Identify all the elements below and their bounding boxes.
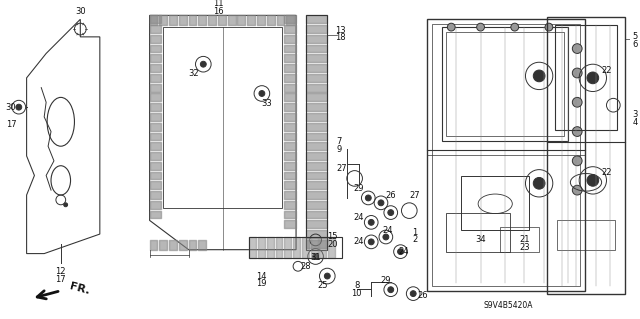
Text: 10: 10 [351, 289, 362, 298]
Circle shape [388, 210, 394, 216]
Text: 20: 20 [327, 240, 337, 249]
Circle shape [572, 68, 582, 78]
Circle shape [572, 185, 582, 195]
Text: 12: 12 [56, 267, 66, 276]
Circle shape [313, 254, 319, 259]
Text: 24: 24 [353, 213, 364, 222]
Text: 27: 27 [410, 191, 420, 201]
Bar [446, 212, 510, 252]
Text: 34: 34 [476, 235, 486, 244]
Text: 13: 13 [335, 26, 346, 34]
Circle shape [477, 23, 484, 31]
Text: 17: 17 [56, 275, 66, 285]
Text: S9V4B5420A: S9V4B5420A [483, 301, 532, 310]
Text: 26: 26 [418, 291, 428, 300]
Text: 25: 25 [317, 281, 328, 290]
Text: 33: 33 [261, 99, 272, 108]
Text: 4: 4 [632, 118, 637, 127]
Text: 27: 27 [337, 164, 348, 173]
Circle shape [378, 200, 384, 206]
Circle shape [64, 203, 68, 207]
Circle shape [16, 104, 22, 110]
Text: 24: 24 [383, 226, 393, 235]
Bar [249, 237, 342, 258]
Circle shape [572, 44, 582, 54]
Text: 19: 19 [255, 279, 266, 288]
Circle shape [545, 23, 553, 31]
Text: 29: 29 [353, 184, 364, 193]
Bar [555, 25, 617, 130]
Circle shape [383, 234, 388, 240]
Circle shape [572, 97, 582, 107]
Circle shape [397, 249, 403, 255]
Text: 6: 6 [632, 40, 637, 49]
Text: 1: 1 [413, 228, 418, 237]
Text: 29: 29 [381, 277, 391, 286]
Circle shape [533, 177, 545, 189]
Text: 2: 2 [413, 235, 418, 244]
Circle shape [368, 219, 374, 225]
Circle shape [572, 156, 582, 166]
Circle shape [533, 70, 545, 82]
Text: 24: 24 [353, 237, 364, 246]
Text: 3: 3 [632, 110, 637, 120]
Circle shape [365, 195, 371, 201]
Text: 32: 32 [188, 70, 199, 78]
Text: 14: 14 [255, 271, 266, 280]
Bar [432, 24, 580, 286]
Text: 7: 7 [337, 137, 342, 146]
Bar [442, 27, 568, 141]
Circle shape [259, 91, 265, 96]
Text: 15: 15 [327, 233, 337, 241]
Text: 22: 22 [601, 66, 612, 75]
Text: 22: 22 [601, 168, 612, 177]
Circle shape [587, 174, 598, 186]
Text: 16: 16 [212, 7, 223, 16]
Text: 23: 23 [519, 243, 530, 252]
Circle shape [368, 239, 374, 245]
Text: 8: 8 [354, 281, 359, 290]
Circle shape [410, 291, 416, 297]
Text: 24: 24 [398, 247, 409, 256]
Text: FR.: FR. [68, 281, 91, 296]
Text: 18: 18 [335, 33, 346, 42]
Text: 11: 11 [212, 0, 223, 8]
Bar [163, 27, 282, 208]
Circle shape [200, 61, 206, 67]
Bar [557, 220, 615, 250]
Circle shape [324, 273, 330, 279]
Bar [500, 227, 539, 252]
Text: 28: 28 [301, 262, 311, 271]
Text: 30: 30 [75, 7, 86, 16]
Circle shape [511, 23, 518, 31]
Text: 31: 31 [310, 253, 321, 262]
Circle shape [447, 23, 455, 31]
Text: 26: 26 [385, 191, 396, 201]
Text: 5: 5 [632, 32, 637, 41]
Circle shape [388, 287, 394, 293]
Circle shape [587, 72, 598, 84]
Circle shape [572, 127, 582, 137]
Text: 9: 9 [337, 145, 342, 154]
Text: 30: 30 [6, 103, 16, 112]
Text: 17: 17 [6, 120, 16, 129]
Bar [446, 32, 564, 136]
Bar [461, 176, 529, 230]
Text: 21: 21 [519, 235, 530, 244]
